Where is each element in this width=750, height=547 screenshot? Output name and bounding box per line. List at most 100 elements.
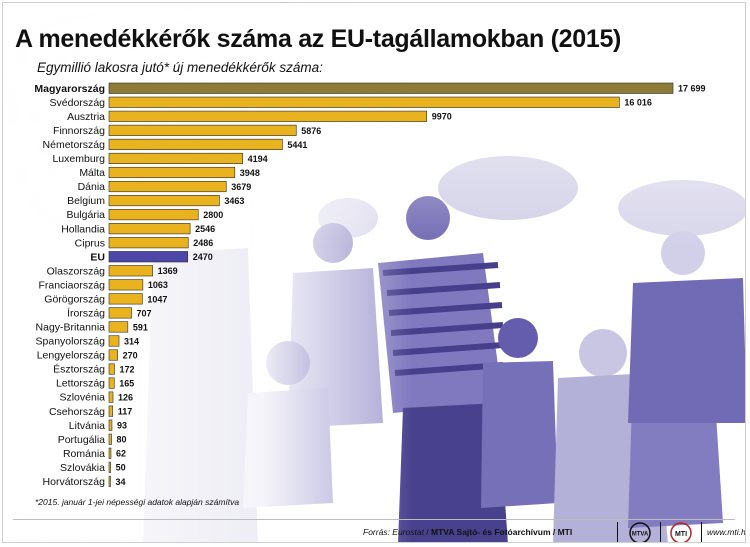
bar — [108, 223, 191, 235]
bar — [108, 124, 297, 136]
value-label: 50 — [116, 463, 126, 473]
category-label: Ausztria — [67, 111, 105, 123]
value-label: 4194 — [248, 154, 268, 164]
category-label: Olaszország — [47, 265, 106, 277]
bar — [108, 293, 143, 305]
bar — [108, 237, 189, 249]
footer-divider — [13, 519, 735, 520]
value-label: 9970 — [432, 112, 452, 122]
category-label: Horvátország — [43, 476, 106, 488]
value-label: 93 — [117, 421, 127, 431]
value-label: 1369 — [158, 266, 178, 276]
bar — [108, 447, 112, 459]
footer-separator — [701, 522, 702, 542]
bar — [108, 391, 114, 403]
bar — [108, 419, 113, 431]
footer-separator — [660, 522, 661, 542]
category-label: Finnország — [53, 125, 105, 137]
category-label: Észtország — [53, 363, 105, 376]
category-label: Málta — [79, 167, 105, 179]
category-label: Németország — [43, 139, 106, 151]
category-label: Szlovénia — [59, 392, 105, 404]
value-label: 3948 — [240, 168, 260, 178]
bar — [108, 279, 144, 291]
bar — [108, 152, 243, 164]
mti-logo: MTI — [670, 522, 692, 542]
value-label: 707 — [137, 308, 152, 318]
category-label: Litvánia — [69, 420, 105, 432]
source-name: MTVA Sajtó- és Fotóarchívum / MTI — [431, 527, 573, 537]
value-label: 172 — [119, 364, 134, 374]
category-label: Luxemburg — [52, 153, 105, 165]
svg-text:MTVA: MTVA — [632, 532, 649, 538]
footer-separator — [617, 522, 618, 542]
value-label: 2486 — [193, 238, 213, 248]
bar — [108, 265, 153, 277]
bar — [108, 461, 111, 473]
footnote: *2015. január 1-jei népességi adatok ala… — [35, 497, 240, 507]
mtva-logo: MTVA — [629, 522, 651, 542]
value-label: 5876 — [301, 126, 321, 136]
category-label: Svédország — [50, 97, 106, 109]
value-label: 126 — [118, 393, 133, 403]
value-label: 314 — [124, 336, 139, 346]
bar — [108, 209, 199, 221]
bar — [108, 377, 115, 389]
bar — [108, 433, 112, 445]
category-label: Bulgária — [66, 209, 105, 221]
value-label: 16 016 — [624, 98, 652, 108]
value-label: 80 — [117, 435, 127, 445]
category-label: Írország — [67, 306, 105, 319]
bar — [108, 82, 674, 94]
svg-text:MTI: MTI — [675, 531, 687, 538]
website-link[interactable]: www.mti.hu — [707, 527, 746, 537]
category-label: Portugália — [58, 434, 105, 446]
value-label: 1047 — [147, 294, 167, 304]
value-label: 2800 — [203, 210, 223, 220]
value-label: 5441 — [287, 140, 307, 150]
category-label: Románia — [63, 448, 105, 460]
bar — [108, 335, 120, 347]
category-label: Nagy-Britannia — [36, 322, 106, 334]
value-label: 2546 — [195, 224, 215, 234]
category-label: Dánia — [78, 181, 106, 193]
bar — [108, 96, 620, 108]
category-label: Csehország — [49, 406, 105, 418]
bar — [108, 195, 220, 207]
value-label: 62 — [116, 449, 126, 459]
bar — [108, 363, 115, 375]
value-label: 3679 — [231, 182, 251, 192]
bar — [108, 307, 132, 319]
bar — [108, 405, 114, 417]
bar — [108, 180, 227, 193]
bar-chart: Magyarország 17 699 Svédország 16 016 Ausztr… — [34, 82, 706, 488]
value-label: 3463 — [224, 196, 244, 206]
category-label: Magyarország — [34, 83, 105, 95]
bar — [108, 138, 283, 150]
bar — [108, 349, 118, 361]
value-label: 34 — [116, 477, 126, 487]
source-label: Forrás: Eurostat — [363, 527, 424, 537]
category-label: EU — [90, 251, 105, 263]
value-label: 17 699 — [678, 84, 706, 94]
bar — [108, 321, 129, 333]
value-label: 270 — [123, 350, 138, 360]
category-label: Franciaország — [38, 279, 105, 291]
category-label: Ciprus — [75, 237, 105, 249]
category-label: Lettország — [56, 378, 105, 390]
chart-subtitle: Egymillió lakosra jutó* új menedékkérők … — [37, 60, 323, 75]
bar — [108, 251, 189, 263]
category-label: Görögország — [44, 293, 105, 305]
category-label: Lengyelország — [37, 350, 105, 362]
value-label: 591 — [133, 322, 148, 332]
bar — [108, 110, 428, 122]
source-credit: Forrás: Eurostat / MTVA Sajtó- és Fotóar… — [363, 527, 573, 537]
value-label: 165 — [119, 378, 134, 388]
value-label: 117 — [118, 407, 133, 417]
bar — [108, 166, 236, 179]
category-label: Belgium — [67, 195, 105, 207]
value-label: 1063 — [148, 280, 168, 290]
category-label: Spanyolország — [36, 336, 106, 348]
chart-title: A menedékkérők száma az EU-tagállamokban… — [15, 25, 622, 53]
